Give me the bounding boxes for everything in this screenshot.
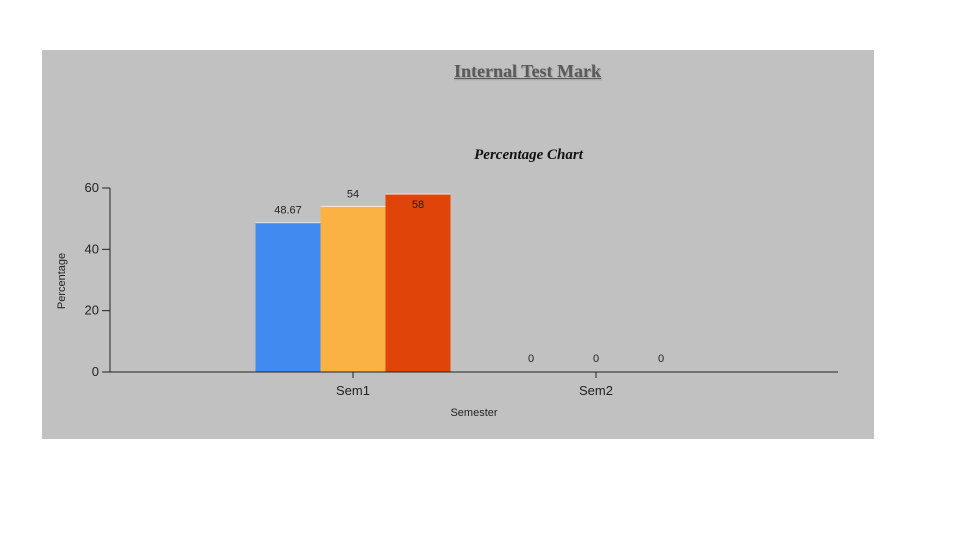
data-label: 48.67 bbox=[274, 205, 302, 217]
data-label: 0 bbox=[528, 353, 534, 365]
x-axis-title: Semester bbox=[450, 407, 497, 419]
y-tick-label: 20 bbox=[85, 303, 99, 318]
y-tick-label: 40 bbox=[85, 241, 99, 256]
data-label: 0 bbox=[593, 353, 599, 365]
bar bbox=[320, 206, 386, 372]
y-tick-label: 0 bbox=[92, 364, 99, 379]
data-label: 54 bbox=[347, 188, 359, 200]
bar bbox=[385, 194, 451, 372]
data-label: 0 bbox=[658, 353, 664, 365]
chart-title: Percentage Chart bbox=[474, 147, 583, 163]
page-title: Internal Test Mark bbox=[453, 61, 601, 81]
x-tick-label: Sem2 bbox=[579, 383, 613, 398]
chart-panel bbox=[42, 50, 874, 439]
y-tick-label: 60 bbox=[85, 180, 99, 195]
bar bbox=[255, 222, 321, 372]
data-label: 58 bbox=[412, 199, 424, 211]
x-tick-label: Sem1 bbox=[336, 383, 370, 398]
y-axis-title: Percentage bbox=[56, 253, 68, 309]
